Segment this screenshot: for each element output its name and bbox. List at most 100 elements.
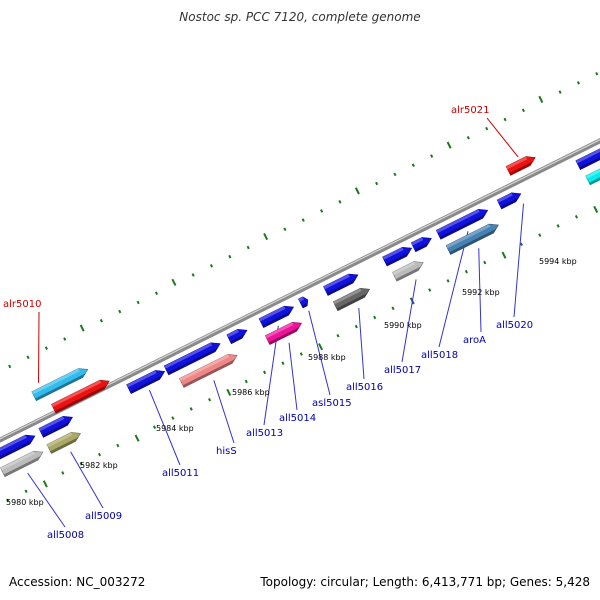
gene-label-all5016: all5016: [346, 382, 383, 393]
gene-arrow-highlight: [298, 296, 305, 302]
gene-arrow-highlight: [382, 247, 404, 260]
reverse-scale-tick: [464, 269, 468, 274]
forward-scale-tick: [171, 278, 177, 286]
gene-arrow-shadow: [395, 266, 422, 282]
gene-arrow-shadow: [301, 302, 308, 308]
reverse-scale-tick: [556, 224, 560, 228]
reverse-scale-tick: [373, 315, 377, 320]
gene-arrow-shadow: [50, 437, 79, 454]
reverse-scale-tick: [244, 379, 248, 384]
reverse-scale-tick: [61, 471, 65, 475]
reverse-scale-tick: [208, 397, 212, 402]
forward-scale-tick: [338, 200, 342, 204]
gene-label-all5018: all5018: [421, 350, 458, 361]
gene-arrow-shadow: [230, 333, 246, 344]
forward-scale-tick: [485, 126, 489, 131]
scale-label: 5992 kbp: [462, 288, 500, 297]
gene-label-leader: [438, 231, 469, 348]
gene-arrow-highlight: [38, 416, 65, 432]
gene-arrow-highlight: [126, 370, 157, 388]
forward-scale-tick: [375, 181, 379, 186]
forward-scale-tick: [246, 245, 250, 250]
gene-label-leader: [213, 380, 235, 444]
forward-scale-tick: [301, 218, 305, 222]
scale-label: 5988 kbp: [308, 353, 346, 362]
forward-scale-tick: [209, 264, 214, 268]
forward-scale-tick: [26, 355, 30, 360]
gene-label-all5011: all5011: [162, 468, 199, 479]
gene-arrow-highlight: [259, 306, 286, 322]
forward-scale-tick: [191, 273, 195, 277]
gene-arrow-highlight: [226, 329, 239, 338]
reverse-scale-tick: [134, 434, 140, 442]
gene-label-leader: [70, 451, 104, 509]
reverse-scale-tick: [42, 480, 48, 488]
gene-label-leader: [308, 310, 331, 396]
gene-arrow-highlight: [506, 156, 528, 170]
forward-scale-tick: [154, 291, 159, 296]
gene-arrow-shadow: [0, 439, 34, 459]
figure-title: Nostoc sp. PCC 7120, complete genome: [179, 10, 421, 24]
reverse-scale-tick: [391, 306, 395, 311]
gene-arrow-shadow: [129, 374, 163, 394]
gene-arrow-shadow: [3, 455, 42, 477]
gene-arrow-highlight: [0, 435, 27, 452]
gene-arrow-highlight: [585, 168, 600, 179]
gene-arrow-shadow: [439, 213, 486, 240]
reverse-scale-tick: [152, 425, 157, 429]
forward-scale-tick: [283, 227, 287, 232]
forward-scale-tick: [521, 108, 525, 113]
forward-scale-tick: [430, 154, 434, 158]
reverse-scale-tick: [24, 489, 28, 494]
forward-scale-tick: [8, 364, 12, 369]
gene-arrow-shadow: [42, 420, 71, 438]
gene-arrow-highlight: [333, 288, 362, 305]
gene-arrow-highlight: [575, 148, 600, 164]
scale-label: 5986 kbp: [232, 388, 270, 397]
reverse-scale-tick: [336, 333, 340, 338]
reverse-scale-tick: [593, 205, 599, 214]
reverse-scale-tick: [226, 388, 232, 396]
reverse-scale-tick: [116, 443, 120, 448]
forward-scale-tick: [228, 254, 232, 259]
reverse-scale-tick: [501, 251, 507, 259]
reverse-scale-tick: [281, 361, 285, 365]
gene-arrow-shadow: [336, 292, 368, 311]
gene-arrow-highlight: [436, 209, 480, 233]
gene-arrow-highlight: [265, 322, 294, 339]
gene-label-leader: [148, 389, 181, 466]
gene-label-all5008: all5008: [47, 530, 84, 541]
gene-label-leader: [478, 248, 482, 333]
gene-arrow-highlight: [0, 451, 35, 471]
gene-arrow-highlight: [323, 274, 350, 290]
gene-arrow-highlight: [51, 380, 102, 407]
reverse-scale-tick: [6, 498, 10, 503]
gene-arrow-shadow: [326, 278, 357, 296]
genome-backbone: [0, 138, 600, 443]
forward-scale-tick: [446, 141, 452, 149]
scale-label: 5980 kbp: [6, 498, 44, 507]
gene-arrow-shadow: [385, 251, 410, 267]
gene-label-all5014: all5014: [279, 413, 316, 424]
gene-arrow-shadow: [167, 347, 219, 375]
forward-scale-tick: [595, 71, 599, 76]
gene-arrow-highlight: [164, 342, 213, 369]
gene-arrow-shadow: [54, 384, 108, 414]
gene-label-alr5010: alr5010: [3, 299, 41, 310]
reverse-scale-tick: [574, 215, 579, 219]
gene-arrow-highlight: [31, 368, 80, 395]
reverse-scale-tick: [519, 242, 524, 247]
forward-scale-tick: [63, 337, 67, 341]
gene-label-leader: [401, 279, 417, 363]
forward-scale-tick: [79, 324, 85, 332]
scale-label: 5994 kbp: [539, 257, 577, 266]
forward-scale-tick: [99, 318, 103, 323]
reverse-scale-tick: [79, 462, 83, 466]
reverse-scale-tick: [299, 352, 303, 356]
forward-scale-tick: [136, 300, 140, 305]
scale-label: 5990 kbp: [384, 321, 422, 330]
forward-scale-tick: [576, 81, 580, 85]
gene-label-all5017: all5017: [384, 365, 421, 376]
